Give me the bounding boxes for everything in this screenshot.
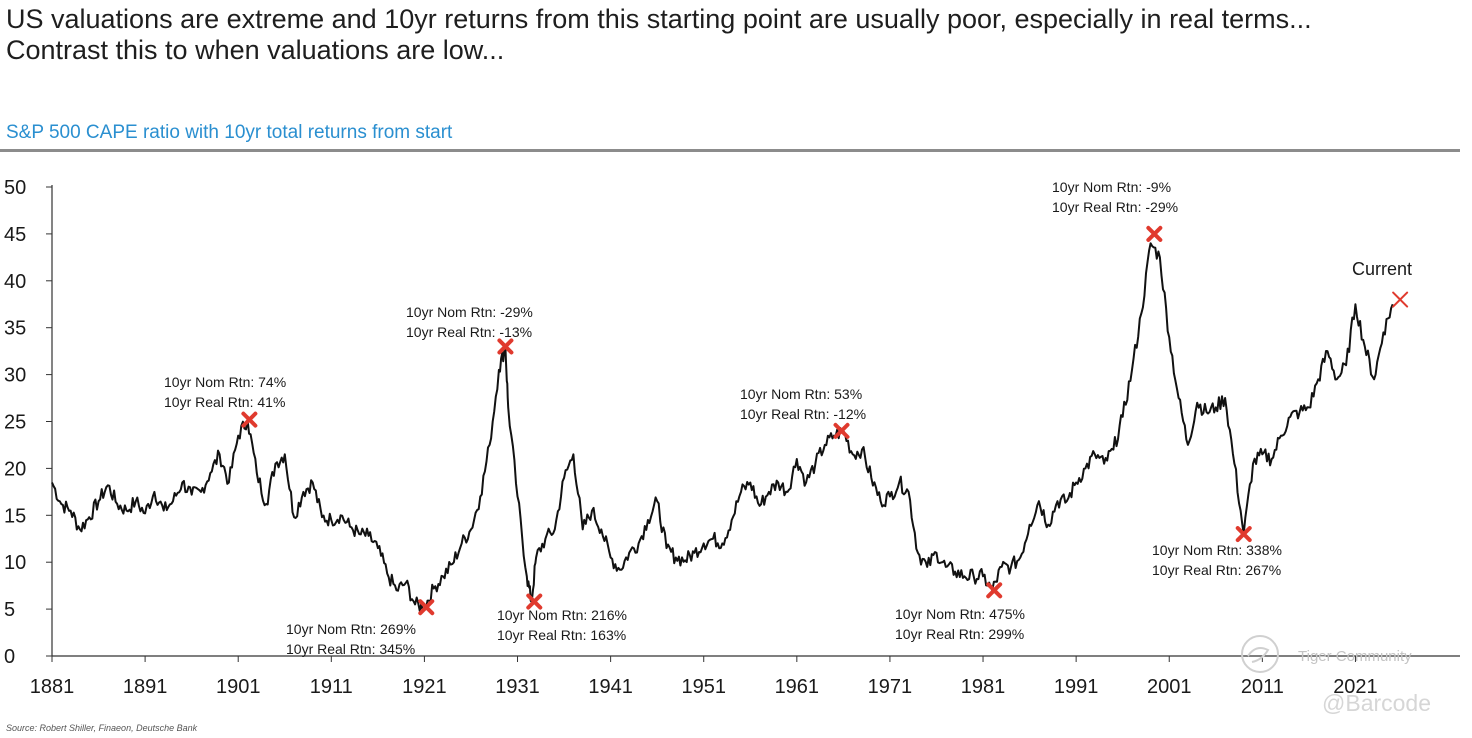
y-tick-label: 5 <box>4 599 15 621</box>
annotation-nominal-return: 10yr Nom Rtn: -9% <box>1052 179 1171 195</box>
peak-trough-marker <box>526 593 543 610</box>
y-tick-label: 25 <box>4 412 26 434</box>
cape-line-series <box>51 242 1394 613</box>
annotation-nominal-return: 10yr Nom Rtn: 74% <box>164 374 286 390</box>
annotation-real-return: 10yr Real Rtn: 41% <box>164 394 285 410</box>
y-tick-label: 35 <box>4 318 26 340</box>
watermark-community: Tiger Community <box>1298 648 1412 665</box>
current-label: Current <box>1352 259 1412 279</box>
current-marker <box>1392 291 1409 308</box>
chart-title: S&P 500 CAPE ratio with 10yr total retur… <box>6 122 453 143</box>
annotation-nominal-return: 10yr Nom Rtn: -29% <box>406 304 533 320</box>
x-tick-label: 1881 <box>30 676 75 698</box>
annotation-nominal-return: 10yr Nom Rtn: 475% <box>895 606 1025 622</box>
annotation-real-return: 10yr Real Rtn: 345% <box>286 641 415 657</box>
annotation-nominal-return: 10yr Nom Rtn: 216% <box>497 607 627 623</box>
annotation-nominal-return: 10yr Nom Rtn: 53% <box>740 386 862 402</box>
title-rule <box>0 149 1460 152</box>
peak-trough-marker <box>1235 526 1252 543</box>
y-tick-label: 10 <box>4 552 26 574</box>
x-tick-label: 2021 <box>1333 676 1378 698</box>
annotation-real-return: 10yr Real Rtn: -13% <box>406 324 532 340</box>
y-tick-label: 20 <box>4 458 26 480</box>
x-tick-label: 1981 <box>961 676 1006 698</box>
x-tick-label: 1891 <box>123 676 168 698</box>
x-tick-label: 1991 <box>1054 676 1099 698</box>
x-tick-label: 1921 <box>402 676 447 698</box>
x-tick-label: 1901 <box>216 676 261 698</box>
source-note: Source: Robert Shiller, Finaeon, Deutsch… <box>6 723 198 733</box>
annotation-real-return: 10yr Real Rtn: 299% <box>895 626 1024 642</box>
x-tick-label: 1941 <box>588 676 633 698</box>
annotation-nominal-return: 10yr Nom Rtn: 338% <box>1152 542 1282 558</box>
y-tick-label: 40 <box>4 271 26 293</box>
y-tick-label: 0 <box>4 646 15 668</box>
annotation-real-return: 10yr Real Rtn: -12% <box>740 406 866 422</box>
tiger-logo-icon <box>1241 635 1279 673</box>
watermark-handle: @Barcode <box>1322 690 1432 716</box>
peak-trough-marker <box>497 338 514 355</box>
x-tick-label: 2011 <box>1241 676 1284 698</box>
annotation-real-return: 10yr Real Rtn: -29% <box>1052 199 1178 215</box>
headline: US valuations are extreme and 10yr retur… <box>6 4 1312 65</box>
annotation-real-return: 10yr Real Rtn: 267% <box>1152 562 1281 578</box>
y-tick-label: 30 <box>4 365 26 387</box>
peak-trough-marker <box>418 599 435 616</box>
peak-trough-marker <box>1146 225 1163 242</box>
y-tick-label: 50 <box>4 177 26 199</box>
x-tick-label: 1931 <box>495 676 540 698</box>
y-tick-label: 15 <box>4 505 26 527</box>
x-tick-label: 1911 <box>310 676 353 698</box>
y-tick-label: 45 <box>4 224 26 246</box>
peak-trough-marker <box>986 582 1003 599</box>
peak-trough-marker <box>241 411 258 428</box>
x-tick-label: 1961 <box>775 676 820 698</box>
x-tick-label: 2001 <box>1147 676 1192 698</box>
annotation-real-return: 10yr Real Rtn: 163% <box>497 627 626 643</box>
peak-trough-marker <box>833 422 850 439</box>
annotation-nominal-return: 10yr Nom Rtn: 269% <box>286 621 416 637</box>
x-tick-label: 1951 <box>681 676 726 698</box>
x-tick-label: 1971 <box>868 676 913 698</box>
